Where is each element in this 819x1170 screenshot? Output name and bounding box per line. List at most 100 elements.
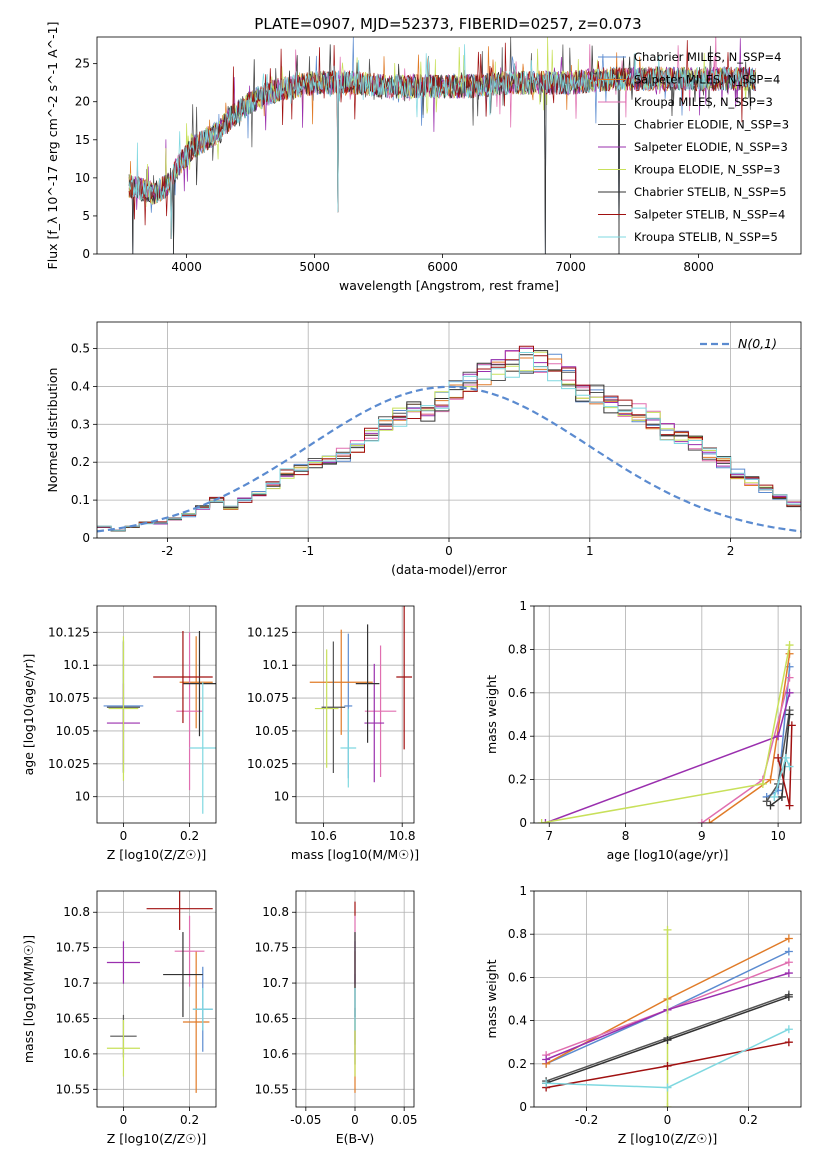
residual-histogram — [97, 352, 801, 531]
mass_vs_EBV-ytick-label: 10.55 — [255, 1082, 289, 1096]
weight_vs_Z-ytick-label: 0.8 — [508, 927, 527, 941]
age_vs_mass-ytick-label: 10 — [274, 790, 289, 804]
mass_vs_Z-ytick-label: 10.6 — [63, 1047, 90, 1061]
weight_vs_Z-point-marker — [663, 1036, 672, 1045]
legend-entry-normal: N(0,1) — [738, 336, 777, 351]
weight_vs_Z-point-marker — [663, 925, 672, 934]
weight_vs_age-point-marker — [766, 801, 775, 810]
weight_vs_Z-point-marker — [784, 969, 793, 978]
residuals-xtick-label: 2 — [727, 544, 735, 558]
age_vs_Z-ylabel: age [log10(age/yr)] — [21, 654, 36, 776]
weight_vs_Z-xtick-label: 0.2 — [739, 1113, 758, 1127]
weight_vs_Z-ytick-label: 0.6 — [508, 970, 527, 984]
weight_vs_age-point-marker — [774, 732, 783, 741]
weight_vs_Z-panel: -0.2 0 0.2 0 0.2 0.4 0.6 0.8 1 Z [log10(Z/Z☉)] mas… — [484, 884, 802, 1146]
mass_vs_Z-frame — [96, 890, 217, 1108]
weight_vs_Z-point-marker — [784, 958, 793, 967]
age_vs_Z-ytick-label: 10 — [75, 790, 90, 804]
mass_vs_Z-ytick-label: 10.7 — [63, 976, 90, 990]
legend-entry-label: Kroupa ELODIE, N_SSP=3 — [634, 163, 780, 177]
weight_vs_age-point-marker — [777, 792, 786, 801]
weight_vs_age-ytick-label: 0.2 — [508, 773, 527, 787]
weight_vs_age-xtick-label: 8 — [622, 829, 630, 843]
weight_vs_age-ylabel: mass weight — [484, 675, 499, 754]
spectrum-ytick-label: 15 — [75, 133, 90, 147]
chart-layer: 4000 5000 6000 7000 80000510152025wavelength… — [21, 22, 802, 1146]
spectrum-series-line — [128, 44, 757, 239]
weight_vs_Z-ytick-label: 1 — [519, 884, 527, 898]
weight_vs_age-point-marker — [785, 688, 794, 697]
weight_vs_Z-frame — [533, 890, 802, 1108]
residuals-plot-area — [97, 345, 801, 533]
age_vs_Z-plot-area — [103, 630, 216, 814]
weight_vs_age-xtick-label: 10 — [770, 829, 785, 843]
age_vs_mass-ytick-label: 10.025 — [247, 757, 289, 771]
residuals-ytick-label: 0.2 — [71, 455, 90, 469]
weight_vs_age-point-marker — [770, 792, 779, 801]
mass_vs_EBV-xlabel: E(B-V) — [336, 1131, 375, 1146]
weight_vs_Z-ytick-label: 0.2 — [508, 1057, 527, 1071]
age_vs_mass-xtick-label: 10.6 — [310, 829, 337, 843]
spectrum-plot-area — [128, 37, 757, 254]
spectrum-ytick-label: 0 — [82, 247, 90, 261]
legend-entry-label: Chabrier ELODIE, N_SSP=3 — [634, 118, 789, 132]
mass_vs_EBV-frame — [295, 890, 415, 1108]
weight_vs_Z-ytick-label: 0 — [519, 1100, 527, 1114]
legend-entry-label: Salpeter MILES, N_SSP=4 — [634, 73, 780, 87]
weight_vs_Z-xtick-label: 0 — [664, 1113, 672, 1127]
weight_vs_age-series-line — [541, 644, 791, 823]
age_vs_Z-ytick-label: 10.05 — [56, 724, 90, 738]
residual-histogram — [97, 345, 801, 531]
weight_vs_age-panel: 7 8 9 10 0 0.2 0.4 0.6 0.8 1 age [log10(age/yr)] ma… — [484, 599, 802, 862]
residuals-ylabel: Normed distribution — [45, 368, 60, 493]
legend-entry-label: Kroupa MILES, N_SSP=3 — [634, 95, 773, 109]
age_vs_mass-frame — [295, 605, 415, 824]
spectrum-ytick-label: 5 — [82, 209, 90, 223]
age_vs_mass-plot-area — [309, 606, 413, 788]
weight_vs_age-xtick-label: 7 — [545, 829, 553, 843]
weight_vs_Z-plot-area — [542, 925, 793, 1107]
weight_vs_Z-xtick-label: -0.2 — [575, 1113, 598, 1127]
weight_vs_age-point-marker — [785, 641, 794, 650]
spectrum-xtick-label: 8000 — [683, 260, 714, 274]
mass_vs_Z-ytick-label: 10.8 — [63, 905, 90, 919]
mass_vs_EBV-ytick-label: 10.75 — [255, 941, 289, 955]
mass_vs_EBV-xtick-label: 0 — [351, 1113, 359, 1127]
figure-title: PLATE=0907, MJD=52373, FIBERID=0257, z=0… — [254, 15, 641, 33]
mass_vs_Z-ytick-label: 10.75 — [56, 941, 90, 955]
residuals-ytick-label: 0.4 — [71, 379, 90, 393]
age_vs_mass-ytick-label: 10.125 — [247, 625, 289, 639]
age_vs_Z-xtick-label: 0.2 — [180, 829, 199, 843]
weight_vs_Z-point-marker — [542, 1055, 551, 1064]
spectrum-xtick-label: 5000 — [299, 260, 330, 274]
weight_vs_Z-ylabel: mass weight — [484, 959, 499, 1038]
weight_vs_Z-xlabel: Z [log10(Z/Z☉)] — [618, 1131, 718, 1146]
spectrum-frame — [96, 36, 802, 255]
spectrum-series-line — [128, 44, 757, 254]
weight_vs_age-point-marker — [541, 819, 550, 823]
weight_vs_Z-point-marker — [784, 1025, 793, 1034]
weight_vs_age-point-marker — [785, 649, 794, 658]
mass_vs_Z-ytick-label: 10.65 — [56, 1011, 90, 1025]
weight_vs_age-plot-area — [537, 641, 796, 823]
spectrum-ylabel: Flux [f_λ 10^-17 erg cm^-2 s^-1 A^-1] — [45, 22, 60, 270]
residuals-ytick-label: 0.5 — [71, 342, 90, 356]
age_vs_mass-xlabel: mass [log10(M/M☉)] — [291, 847, 419, 862]
residuals-xtick-label: -1 — [302, 544, 314, 558]
legend-entry-label: Salpeter STELIB, N_SSP=4 — [634, 208, 785, 222]
weight_vs_Z-point-marker — [663, 1061, 672, 1070]
legend-entry-label: Chabrier STELIB, N_SSP=5 — [634, 185, 786, 199]
age_vs_Z-ytick-label: 10.075 — [48, 691, 90, 705]
weight_vs_age-point-marker — [785, 801, 794, 810]
spectrum-xtick-label: 4000 — [171, 260, 202, 274]
legend-entry-label: Chabrier MILES, N_SSP=4 — [634, 50, 781, 64]
weight_vs_age-ytick-label: 0.8 — [508, 642, 527, 656]
spectrum-ytick-label: 20 — [75, 95, 90, 109]
weight_vs_age-point-marker — [787, 721, 796, 730]
weight_vs_Z-point-marker — [784, 934, 793, 943]
mass_vs_EBV-xtick-label: 0.05 — [391, 1113, 418, 1127]
mass_vs_EBV-ytick-label: 10.6 — [262, 1047, 289, 1061]
weight_vs_age-point-marker — [705, 819, 714, 823]
age_vs_mass-xtick-label: 10.8 — [389, 829, 416, 843]
